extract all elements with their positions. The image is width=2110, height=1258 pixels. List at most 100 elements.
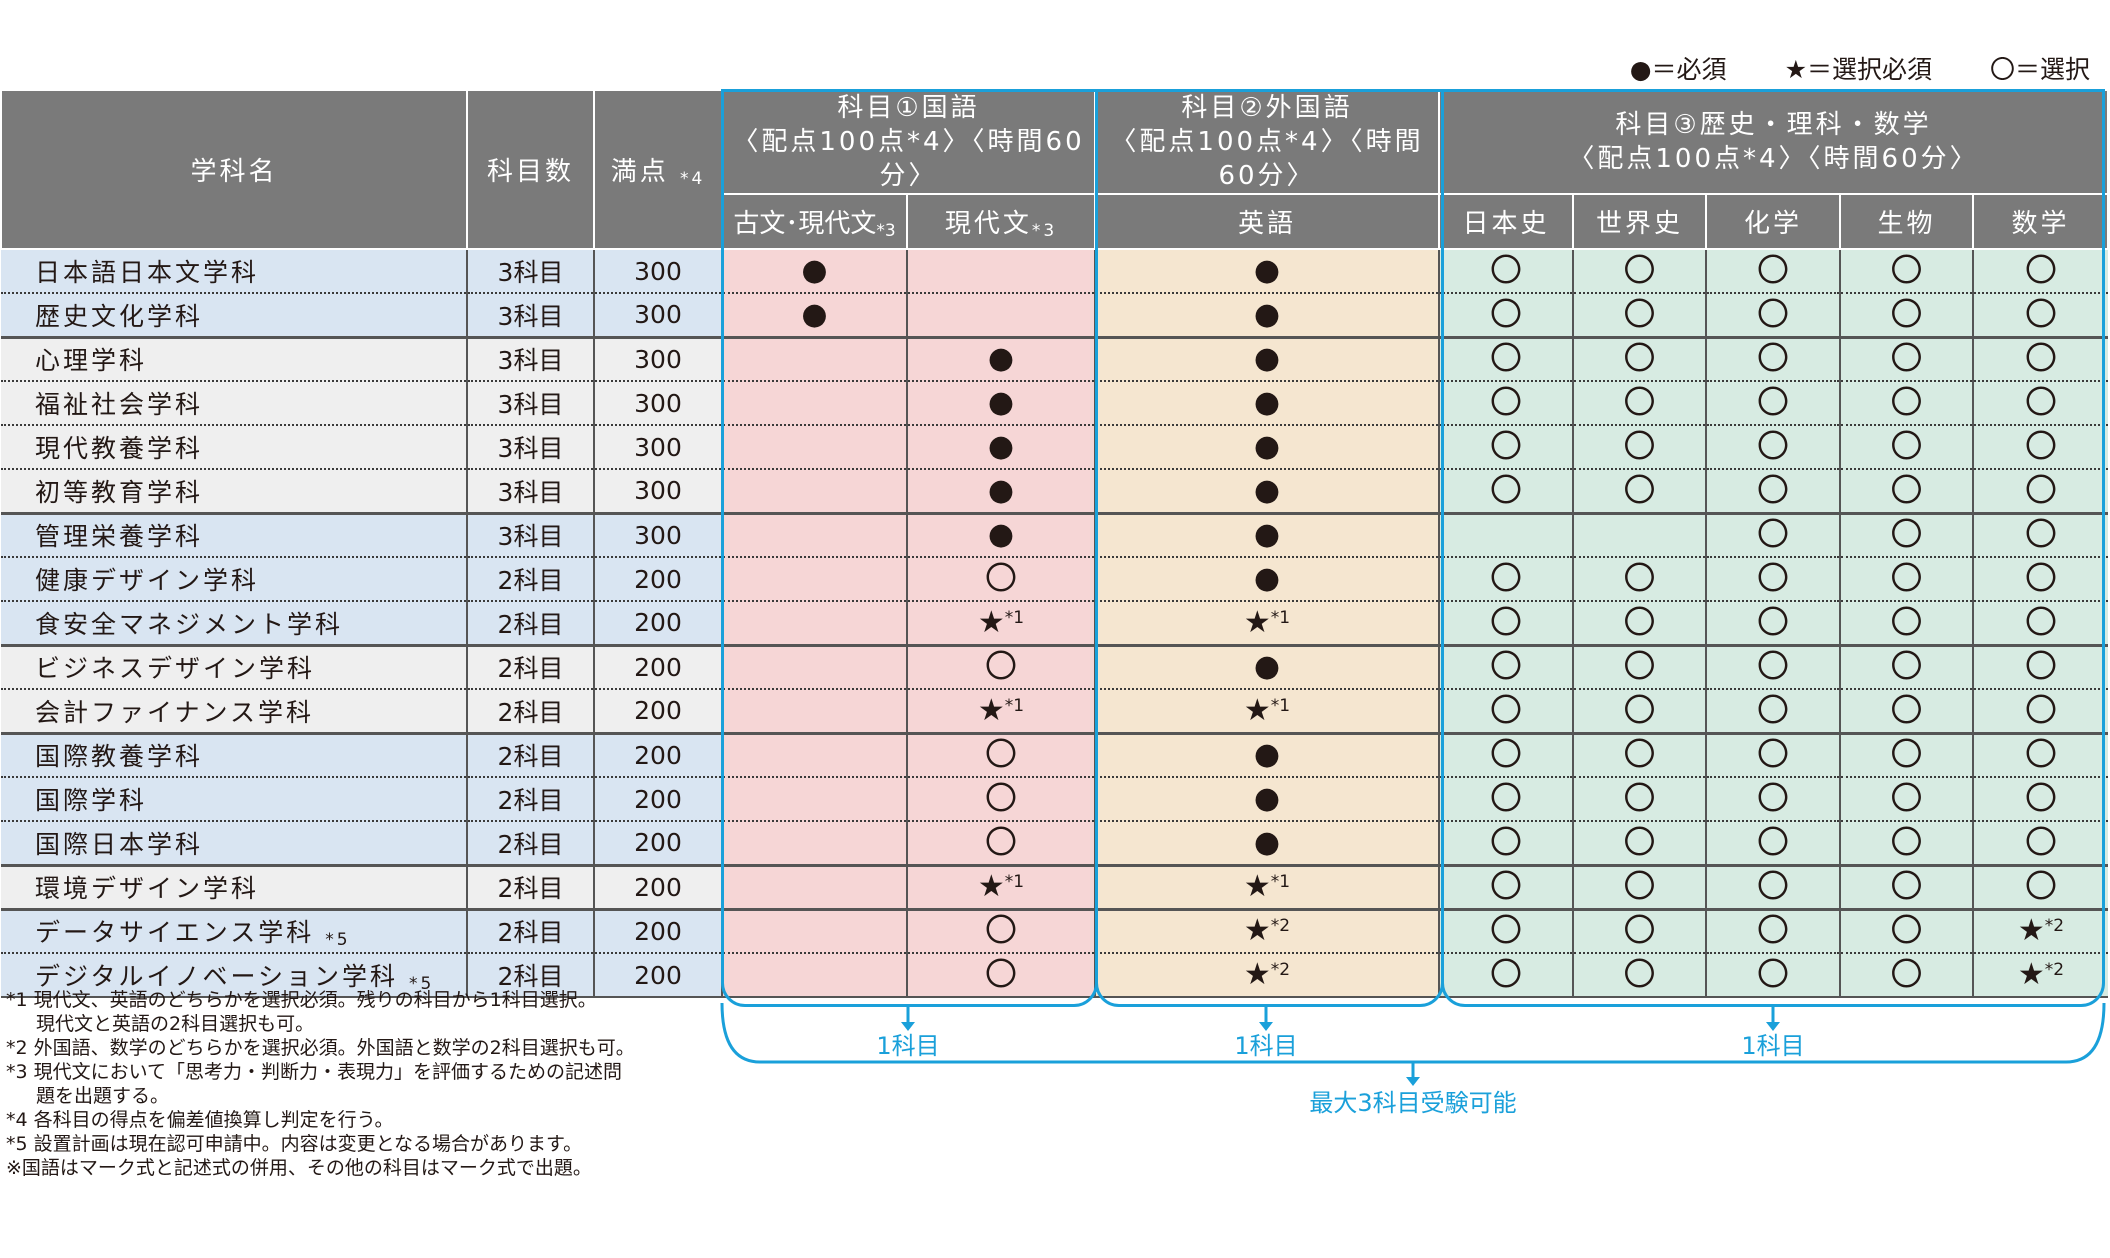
select-required-star-icon: ★ <box>1243 869 1271 905</box>
subject-cell: ● <box>1095 777 1440 822</box>
subject-cell: ● <box>1095 821 1440 866</box>
dept-name: 歴史文化学科 <box>1 293 468 338</box>
select-circle-icon: 〇 <box>984 822 1017 861</box>
select-circle-icon: 〇 <box>1623 822 1656 861</box>
subject-cell: 〇 <box>1439 249 1574 294</box>
header-dept: 学科名 <box>0 89 468 250</box>
mark-note: *2 <box>1270 916 1291 937</box>
select-circle-icon: 〇 <box>1489 735 1522 774</box>
select-circle-icon: 〇 <box>1756 690 1789 729</box>
select-circle-icon: 〇 <box>1623 602 1656 641</box>
legend: ●＝必須 ★＝選択必須 〇＝選択 <box>1630 50 2090 86</box>
subject-cell: 〇 <box>1573 643 1707 690</box>
subject-cell: 〇 <box>1840 907 1974 954</box>
select-circle-icon: 〇 <box>1890 867 1923 905</box>
select-circle-icon: 〇 <box>1756 867 1789 905</box>
header-count: 科目数 <box>466 89 595 250</box>
bracket-label-total: 最大3科目受験可能 <box>1309 1089 1517 1117</box>
table-row: 国際教養学科 2科目 200 〇 ● 〇 〇 〇 〇 〇 <box>1 731 2108 778</box>
subject-cell: ★*2 <box>1095 907 1440 954</box>
full-score: 200 <box>594 953 723 998</box>
select-circle-icon: 〇 <box>984 647 1017 686</box>
select-required-star-icon: ★ <box>977 604 1005 640</box>
select-circle-icon: 〇 <box>1890 735 1923 774</box>
subject-cell: ● <box>907 335 1096 382</box>
subject-cell: 〇 <box>1706 381 1841 426</box>
subject-cell: 〇 <box>1439 777 1574 822</box>
select-circle-icon: 〇 <box>984 955 1017 993</box>
subject-cell: ★*1 <box>907 863 1096 910</box>
subject-cell: 〇 <box>1840 731 1974 778</box>
subject-cell: 〇 <box>1840 557 1974 602</box>
subject-cell: 〇 <box>1439 863 1574 910</box>
dept-name: データサイエンス学科 *5 <box>1 907 468 954</box>
subject-cell: ● <box>907 469 1096 514</box>
subject-cell: ★*1 <box>907 689 1096 734</box>
header-full: 満点 *4 <box>593 89 723 250</box>
select-circle-icon: 〇 <box>1489 383 1522 421</box>
subject-cell: ● <box>1095 425 1440 470</box>
subject-count: 3科目 <box>467 425 595 470</box>
subject-cell: 〇 <box>1706 907 1841 954</box>
subject-count: 2科目 <box>467 953 595 998</box>
select-circle-icon: 〇 <box>2024 602 2057 641</box>
mark-note: *1 <box>1270 871 1291 892</box>
subject-cell: 〇 <box>1573 425 1707 470</box>
dept-name: 健康デザイン学科 <box>1 557 468 602</box>
full-score: 200 <box>594 907 723 954</box>
subject-cell: 〇 <box>1439 953 1574 998</box>
subject-cell: 〇 <box>1840 863 1974 910</box>
subject-cell <box>722 863 908 910</box>
select-circle-icon: 〇 <box>1890 647 1923 686</box>
full-score: 200 <box>594 863 723 910</box>
dept-name: 食安全マネジメント学科 <box>1 601 468 646</box>
subject-cell <box>722 953 908 998</box>
subject-cell: 〇 <box>1573 953 1707 998</box>
subject-cell: 〇 <box>1439 425 1574 470</box>
full-score: 300 <box>594 511 723 558</box>
required-dot-icon: ● <box>801 296 828 332</box>
required-dot-icon: ● <box>987 472 1015 508</box>
subject-cell: 〇 <box>907 821 1096 866</box>
table-row: 国際学科 2科目 200 〇 ● 〇 〇 〇 〇 〇 <box>1 777 2108 822</box>
select-circle-icon: 〇 <box>1489 427 1522 465</box>
select-required-star-icon: ★ <box>1243 604 1271 640</box>
select-circle-icon: 〇 <box>1756 955 1789 993</box>
select-circle-icon: 〇 <box>1489 294 1522 333</box>
select-required-star-icon: ★ <box>1243 913 1271 949</box>
select-circle-icon: 〇 <box>2024 559 2057 597</box>
subject-cell: 〇 <box>1573 907 1707 954</box>
subject-cell: 〇 <box>1706 689 1841 734</box>
select-circle-icon: 〇 <box>1890 559 1923 597</box>
subject-count: 3科目 <box>467 469 595 514</box>
mark-note: *2 <box>2044 916 2065 937</box>
subject-cell: 〇 <box>1706 249 1841 294</box>
subject-cell: 〇 <box>1840 821 1974 866</box>
subject-cell: 〇 <box>1973 249 2108 294</box>
subject-count: 3科目 <box>467 335 595 382</box>
subject-cell: 〇 <box>1439 907 1574 954</box>
select-required-star-icon: ★ <box>977 692 1005 728</box>
select-circle-icon: 〇 <box>1489 602 1522 641</box>
table-row: 国際日本学科 2科目 200 〇 ● 〇〇〇〇〇 <box>1 821 2108 866</box>
footnote: ※国語はマーク式と記述式の併用、その他の科目はマーク式で出題。 <box>6 1157 592 1179</box>
subject-cell: 〇 <box>1439 293 1574 338</box>
select-circle-icon: 〇 <box>1623 647 1656 686</box>
dept-name: 福祉社会学科 <box>1 381 468 426</box>
subject-cell: ● <box>1095 381 1440 426</box>
header-kobun: 古文･現代文*3 <box>721 193 908 250</box>
subject-cell: ★*1 <box>1095 863 1440 910</box>
mark-note: *1 <box>1004 607 1025 628</box>
subject-count: 3科目 <box>467 511 595 558</box>
subject-cell: 〇 <box>1439 821 1574 866</box>
subject-cell: 〇 <box>1573 335 1707 382</box>
subject-cell: ● <box>1095 249 1440 294</box>
subject-cell: ★*2 <box>1095 953 1440 998</box>
subject-cell: 〇 <box>1840 425 1974 470</box>
required-dot-icon: ● <box>987 517 1015 553</box>
select-circle-icon: 〇 <box>1489 779 1522 817</box>
subject-cell: 〇 <box>1706 557 1841 602</box>
select-circle-icon: 〇 <box>2024 383 2057 421</box>
select-circle-icon: 〇 <box>1489 251 1522 289</box>
subject-cell: 〇 <box>1439 601 1574 646</box>
